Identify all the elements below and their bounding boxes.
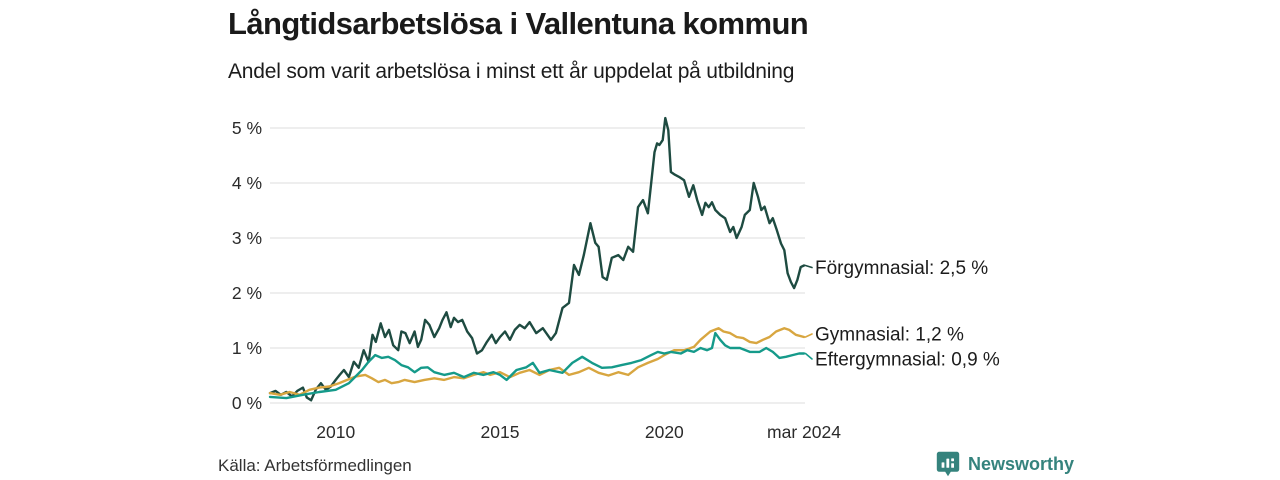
chart-subtitle: Andel som varit arbetslösa i minst ett å… <box>228 60 795 83</box>
source-note: Källa: Arbetsförmedlingen <box>218 456 412 475</box>
page-title: Långtidsarbetslösa i Vallentuna kommun <box>228 6 809 41</box>
x-axis-tick-label: 2010 <box>316 422 355 442</box>
x-axis-tick-label: mar 2024 <box>767 422 841 442</box>
y-axis-tick-label: 1 % <box>232 338 262 358</box>
brand-logo: Newsworthy <box>936 451 1074 477</box>
x-axis-tick-label: 2020 <box>645 422 684 442</box>
x-axis-tick-label: 2015 <box>481 422 520 442</box>
series-line-förgymnasial <box>268 116 806 402</box>
y-axis-tick-label: 2 % <box>232 283 262 303</box>
series-label-förgymnasial: Förgymnasial: 2,5 % <box>815 258 988 279</box>
y-axis-tick-label: 0 % <box>232 393 262 413</box>
series-leader-line <box>804 352 813 360</box>
series-leader-line <box>804 264 813 269</box>
series-label-eftergymnasial: Eftergymnasial: 0,9 % <box>815 350 1000 371</box>
y-axis-tick-label: 5 % <box>232 118 262 138</box>
y-axis-tick-label: 3 % <box>232 228 262 248</box>
series-line-gymnasial <box>268 327 806 396</box>
newsworthy-icon <box>936 451 960 477</box>
brand-name: Newsworthy <box>968 453 1075 474</box>
series-label-gymnasial: Gymnasial: 1,2 % <box>815 325 964 346</box>
y-axis-tick-label: 4 % <box>232 173 262 193</box>
series-leader-line <box>804 333 813 338</box>
series-line-eftergymnasial <box>268 331 806 400</box>
